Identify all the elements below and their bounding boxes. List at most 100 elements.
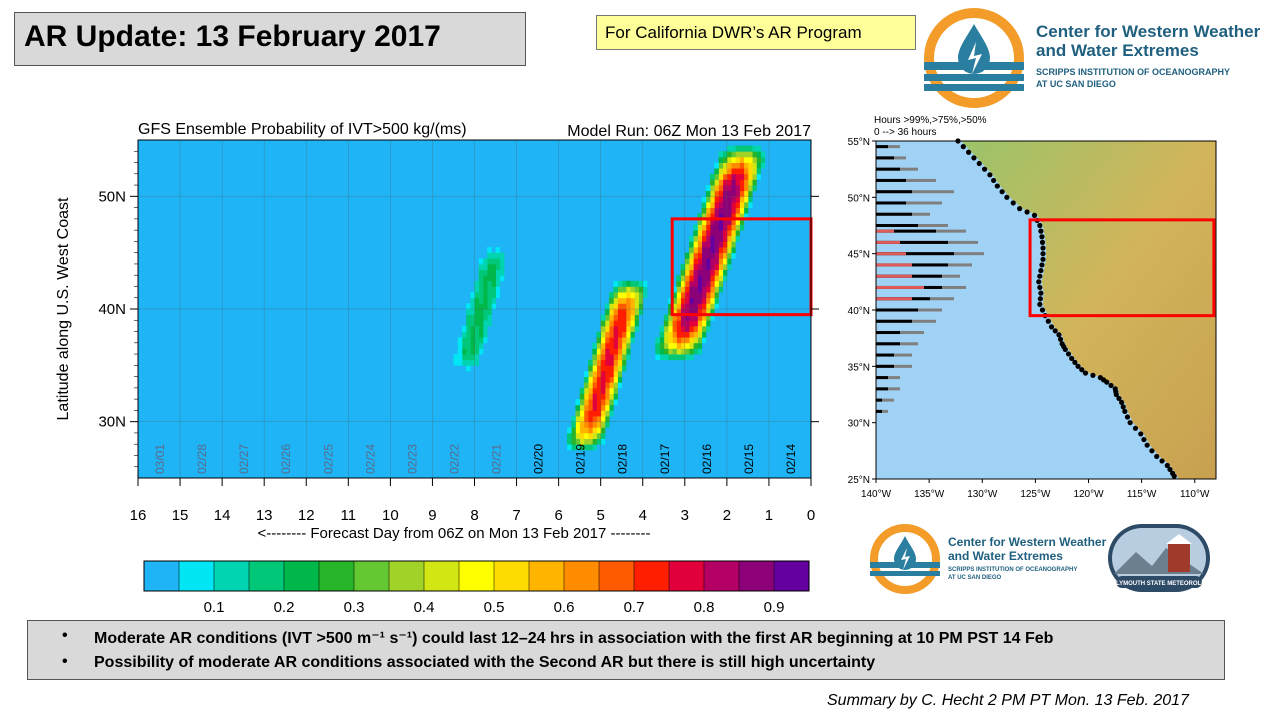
- probability-cell: [470, 292, 475, 299]
- probability-cell: [735, 207, 740, 214]
- probability-cell: [600, 416, 606, 423]
- probability-cell: [726, 185, 732, 192]
- probability-cell: [689, 275, 694, 282]
- date-label: 02/27: [237, 444, 251, 474]
- map-y-tick-label: 40°N: [848, 306, 870, 317]
- probability-cell: [642, 286, 648, 293]
- probability-cell: [625, 325, 631, 332]
- probability-cell: [491, 275, 496, 282]
- probability-cell: [722, 179, 728, 186]
- probability-cell: [634, 280, 639, 287]
- coast-point: [1154, 453, 1160, 460]
- coast-point: [1024, 209, 1030, 215]
- probability-cell: [625, 292, 631, 299]
- probability-cell: [705, 201, 711, 208]
- probability-cell: [474, 297, 480, 304]
- probability-cell: [710, 235, 715, 242]
- probability-cell: [693, 230, 698, 237]
- probability-cell: [722, 190, 728, 197]
- probability-cell: [676, 275, 682, 282]
- hours-75-bar: [876, 190, 912, 194]
- probability-cell: [693, 286, 698, 293]
- probability-cell: [491, 252, 496, 259]
- probability-cell: [676, 292, 682, 299]
- probability-cell: [482, 337, 488, 344]
- probability-cell: [726, 224, 732, 231]
- probability-cell: [588, 404, 593, 411]
- probability-cell: [617, 359, 623, 366]
- probability-cell: [672, 331, 677, 338]
- probability-cell: [722, 151, 728, 158]
- probability-cell: [697, 218, 703, 225]
- probability-cell: [592, 399, 597, 406]
- probability-cell: [621, 331, 627, 338]
- probability-cell: [487, 286, 492, 293]
- probability-cell: [705, 218, 711, 225]
- probability-cell: [630, 320, 635, 327]
- probability-cell: [726, 258, 732, 265]
- probability-cell: [705, 190, 711, 197]
- probability-cell: [726, 196, 732, 203]
- probability-cell: [617, 320, 623, 327]
- probability-cell: [718, 269, 724, 276]
- probability-cell: [718, 207, 724, 214]
- probability-cell: [634, 325, 639, 332]
- probability-cell: [714, 162, 719, 169]
- probability-cell: [596, 387, 602, 394]
- coast-point: [1048, 324, 1055, 330]
- probability-cell: [583, 432, 589, 439]
- coast-point: [1037, 273, 1043, 279]
- probability-cell: [630, 303, 635, 310]
- probability-cell: [705, 235, 711, 242]
- map-legend-title: Hours >99%,>75%,>50%: [874, 115, 987, 126]
- probability-cell: [588, 370, 593, 377]
- probability-cell: [735, 235, 740, 242]
- probability-cell: [630, 292, 635, 299]
- coast-point: [1082, 370, 1089, 376]
- colorbar-cell: [283, 560, 320, 592]
- probability-cell: [470, 309, 475, 316]
- probability-cell: [680, 292, 686, 299]
- probability-cell: [663, 331, 669, 338]
- hours-75-bar: [876, 252, 954, 256]
- probability-cell: [726, 156, 732, 163]
- coast-point: [1037, 301, 1043, 307]
- probability-cell: [638, 297, 644, 304]
- probability-cell: [617, 286, 623, 293]
- probability-cell: [583, 438, 589, 445]
- probability-cell: [705, 297, 711, 304]
- probability-cell: [689, 303, 694, 310]
- probability-cell: [710, 269, 715, 276]
- probability-cell: [625, 297, 631, 304]
- probability-cell: [600, 314, 606, 321]
- date-label: 02/16: [700, 444, 714, 474]
- probability-cell: [743, 162, 749, 169]
- probability-cell: [592, 421, 597, 428]
- probability-cell: [579, 427, 585, 434]
- probability-cell: [714, 185, 719, 192]
- probability-cell: [672, 325, 677, 332]
- probability-cell: [735, 185, 740, 192]
- probability-cell: [461, 331, 467, 338]
- coast-point: [1039, 234, 1045, 240]
- probability-cell: [743, 185, 749, 192]
- probability-cell: [705, 207, 711, 214]
- probability-cell: [596, 342, 602, 349]
- probability-cell: [499, 275, 505, 282]
- probability-cell: [697, 325, 703, 332]
- coast-point: [1090, 372, 1096, 378]
- probability-cell: [701, 218, 707, 225]
- probability-cell: [726, 230, 732, 237]
- probability-cell: [613, 297, 618, 304]
- probability-cell: [630, 286, 635, 293]
- probability-cell: [604, 404, 610, 411]
- plymouth-state-logo-text: PLYMOUTH STATE METEOROLOGY: [1112, 581, 1215, 587]
- x-tick-label: 10: [382, 507, 399, 524]
- probability-cell: [470, 325, 475, 332]
- probability-cell: [613, 337, 618, 344]
- probability-cell: [579, 421, 585, 428]
- probability-cell: [461, 348, 467, 355]
- probability-cell: [756, 173, 761, 180]
- probability-cell: [676, 337, 682, 344]
- probability-cell: [613, 376, 618, 383]
